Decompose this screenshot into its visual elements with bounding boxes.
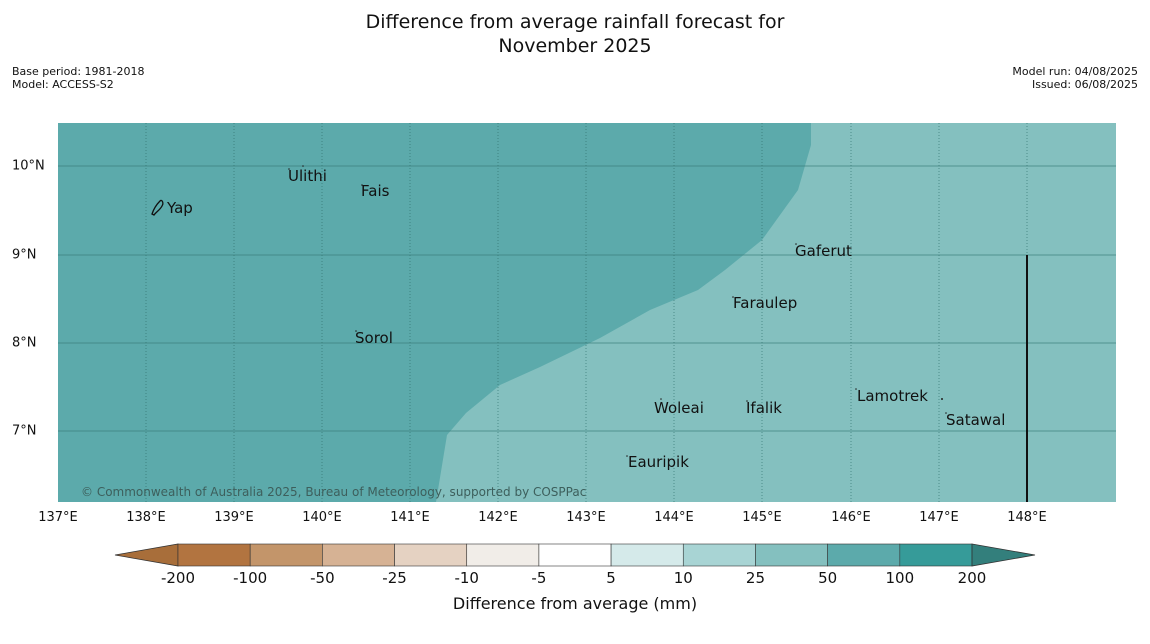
latitude-lines [58, 165, 1116, 432]
colorbar-tick-label: 50 [818, 569, 838, 587]
title-line-2: November 2025 [498, 35, 652, 57]
place-label-sorol: Sorol [355, 329, 393, 347]
colorbar-tick-label: 10 [673, 569, 693, 587]
colorbar-tick-label: -100 [233, 569, 268, 587]
lon-label: 148°E [1007, 510, 1047, 525]
lon-label: 143°E [566, 510, 606, 525]
model-name: Model: ACCESS-S2 [12, 78, 114, 91]
place-label-gaferut: Gaferut [795, 242, 852, 260]
meta-right: Model run: 04/08/2025 Issued: 06/08/2025 [1012, 65, 1138, 91]
colorbar-tick-label: 200 [957, 569, 987, 587]
colorbar-tick-label: -10 [454, 569, 479, 587]
title-line-1: Difference from average rainfall forecas… [365, 11, 785, 33]
meta-left: Base period: 1981-2018 Model: ACCESS-S2 [12, 65, 144, 91]
model-run: Model run: 04/08/2025 [1012, 65, 1138, 78]
map-title: Difference from average rainfall forecas… [0, 10, 1150, 58]
place-label-faraulep: Faraulep [733, 294, 798, 312]
island-dots [288, 165, 947, 457]
lon-label: 144°E [654, 510, 694, 525]
lon-label: 140°E [302, 510, 342, 525]
issued-date: Issued: 06/08/2025 [1031, 78, 1138, 91]
lon-label: 138°E [126, 510, 166, 525]
copyright-notice: © Commonwealth of Australia 2025, Bureau… [81, 485, 587, 499]
colorbar-tick-label: 25 [745, 569, 765, 587]
lon-label: 147°E [919, 510, 959, 525]
colorbar-tick-label: -200 [160, 569, 196, 587]
lon-label: 145°E [742, 510, 782, 525]
colorbar-tick-label: -25 [382, 569, 407, 587]
colorbar-tick-label: 5 [606, 569, 616, 587]
colorbar-tick-label: -5 [531, 569, 547, 587]
place-label-woleai: Woleai [654, 399, 704, 417]
lon-label: 146°E [831, 510, 871, 525]
colorbar-title: Difference from average (mm) [452, 594, 698, 613]
lat-label: 10°N [12, 158, 45, 174]
lat-label: 7°N [12, 423, 37, 439]
place-label-ulithi: Ulithi [288, 167, 327, 185]
colorbar-tick-label: -50 [310, 569, 335, 587]
place-label-fais: Fais [361, 182, 390, 200]
place-label-yap: Yap [167, 199, 193, 217]
colorbar-tick-label: 100 [885, 569, 915, 587]
lon-label: 137°E [38, 510, 78, 525]
lon-label: 139°E [214, 510, 254, 525]
graticule [145, 123, 1028, 502]
lon-label: 141°E [390, 510, 430, 525]
lat-label: 9°N [12, 247, 37, 263]
yap-island-icon [151, 199, 164, 216]
place-label-eauripik: Eauripik [628, 453, 689, 471]
place-label-satawal: Satawal [946, 411, 1006, 429]
place-label-ifalik: Ifalik [746, 399, 782, 417]
place-label-lamotrek: Lamotrek [857, 387, 928, 405]
lat-label: 8°N [12, 335, 37, 351]
zone-50-100 [436, 123, 1116, 502]
base-period: Base period: 1981-2018 [12, 65, 145, 78]
lon-label: 142°E [478, 510, 518, 525]
